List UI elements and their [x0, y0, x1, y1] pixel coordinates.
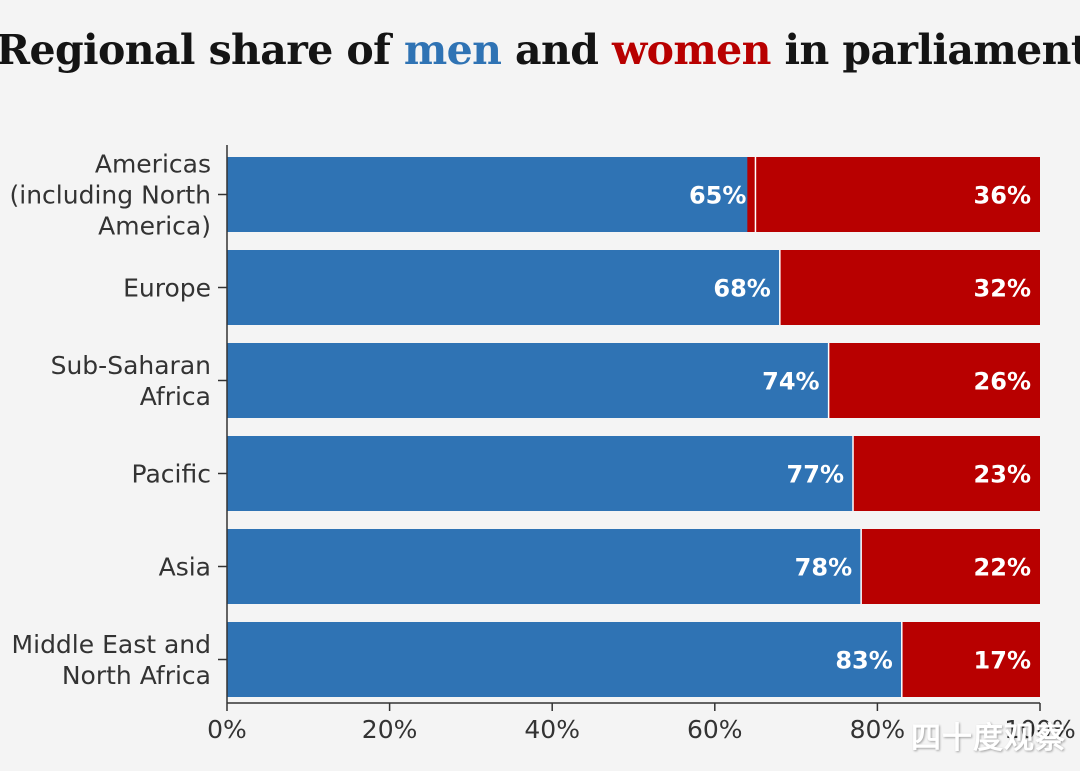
category-label: Middle East and	[12, 630, 211, 659]
data-label-women: 17%	[974, 647, 1031, 675]
category-label: Europe	[123, 274, 211, 303]
category-label: Americas	[95, 150, 211, 179]
category-label: Sub-Saharan	[51, 351, 211, 380]
title-women: women	[611, 26, 772, 74]
bar-men	[227, 250, 780, 325]
data-label-men: 77%	[787, 461, 844, 489]
data-label-women: 23%	[974, 461, 1031, 489]
x-tick-label: 40%	[524, 715, 580, 744]
data-label-women: 26%	[974, 368, 1031, 396]
data-label-men: 74%	[762, 368, 819, 396]
category-label: America)	[98, 212, 211, 241]
watermark: 四十度观察	[911, 721, 1066, 756]
bar-men	[227, 622, 902, 697]
bar-men	[227, 343, 829, 418]
x-tick-label: 100%	[1004, 715, 1075, 744]
title-part-1: Regional share of	[0, 26, 404, 74]
x-tick-label: 20%	[362, 715, 418, 744]
data-label-men: 78%	[795, 554, 852, 582]
bar-men	[227, 436, 854, 511]
chart-title: Regional share of men and women in parli…	[0, 26, 1080, 74]
bar-men	[227, 157, 756, 232]
data-label-women: 32%	[974, 275, 1031, 303]
title-part-3: in parliament	[770, 26, 1080, 74]
title-men: men	[403, 26, 502, 74]
category-label: Africa	[140, 382, 211, 411]
title-part-2: and	[501, 26, 612, 74]
x-tick-label: 0%	[207, 715, 247, 744]
data-label-men: 68%	[713, 275, 770, 303]
data-label-men: 83%	[835, 647, 892, 675]
x-tick-label: 60%	[687, 715, 743, 744]
data-label-men: 65%	[689, 182, 746, 210]
x-tick-label: 80%	[850, 715, 906, 744]
data-label-women: 36%	[974, 182, 1031, 210]
bar-women	[853, 436, 1040, 511]
category-label: Pacific	[132, 460, 211, 489]
bar-women	[779, 250, 1040, 325]
bar-women	[747, 157, 1040, 232]
bar-women	[901, 622, 1040, 697]
bar-men	[227, 529, 862, 604]
data-label-women: 22%	[974, 554, 1031, 582]
category-label: (including North	[10, 181, 211, 210]
bar-women	[861, 529, 1040, 604]
category-label: Asia	[159, 553, 211, 582]
category-label: North Africa	[62, 661, 211, 690]
bar-women	[828, 343, 1040, 418]
